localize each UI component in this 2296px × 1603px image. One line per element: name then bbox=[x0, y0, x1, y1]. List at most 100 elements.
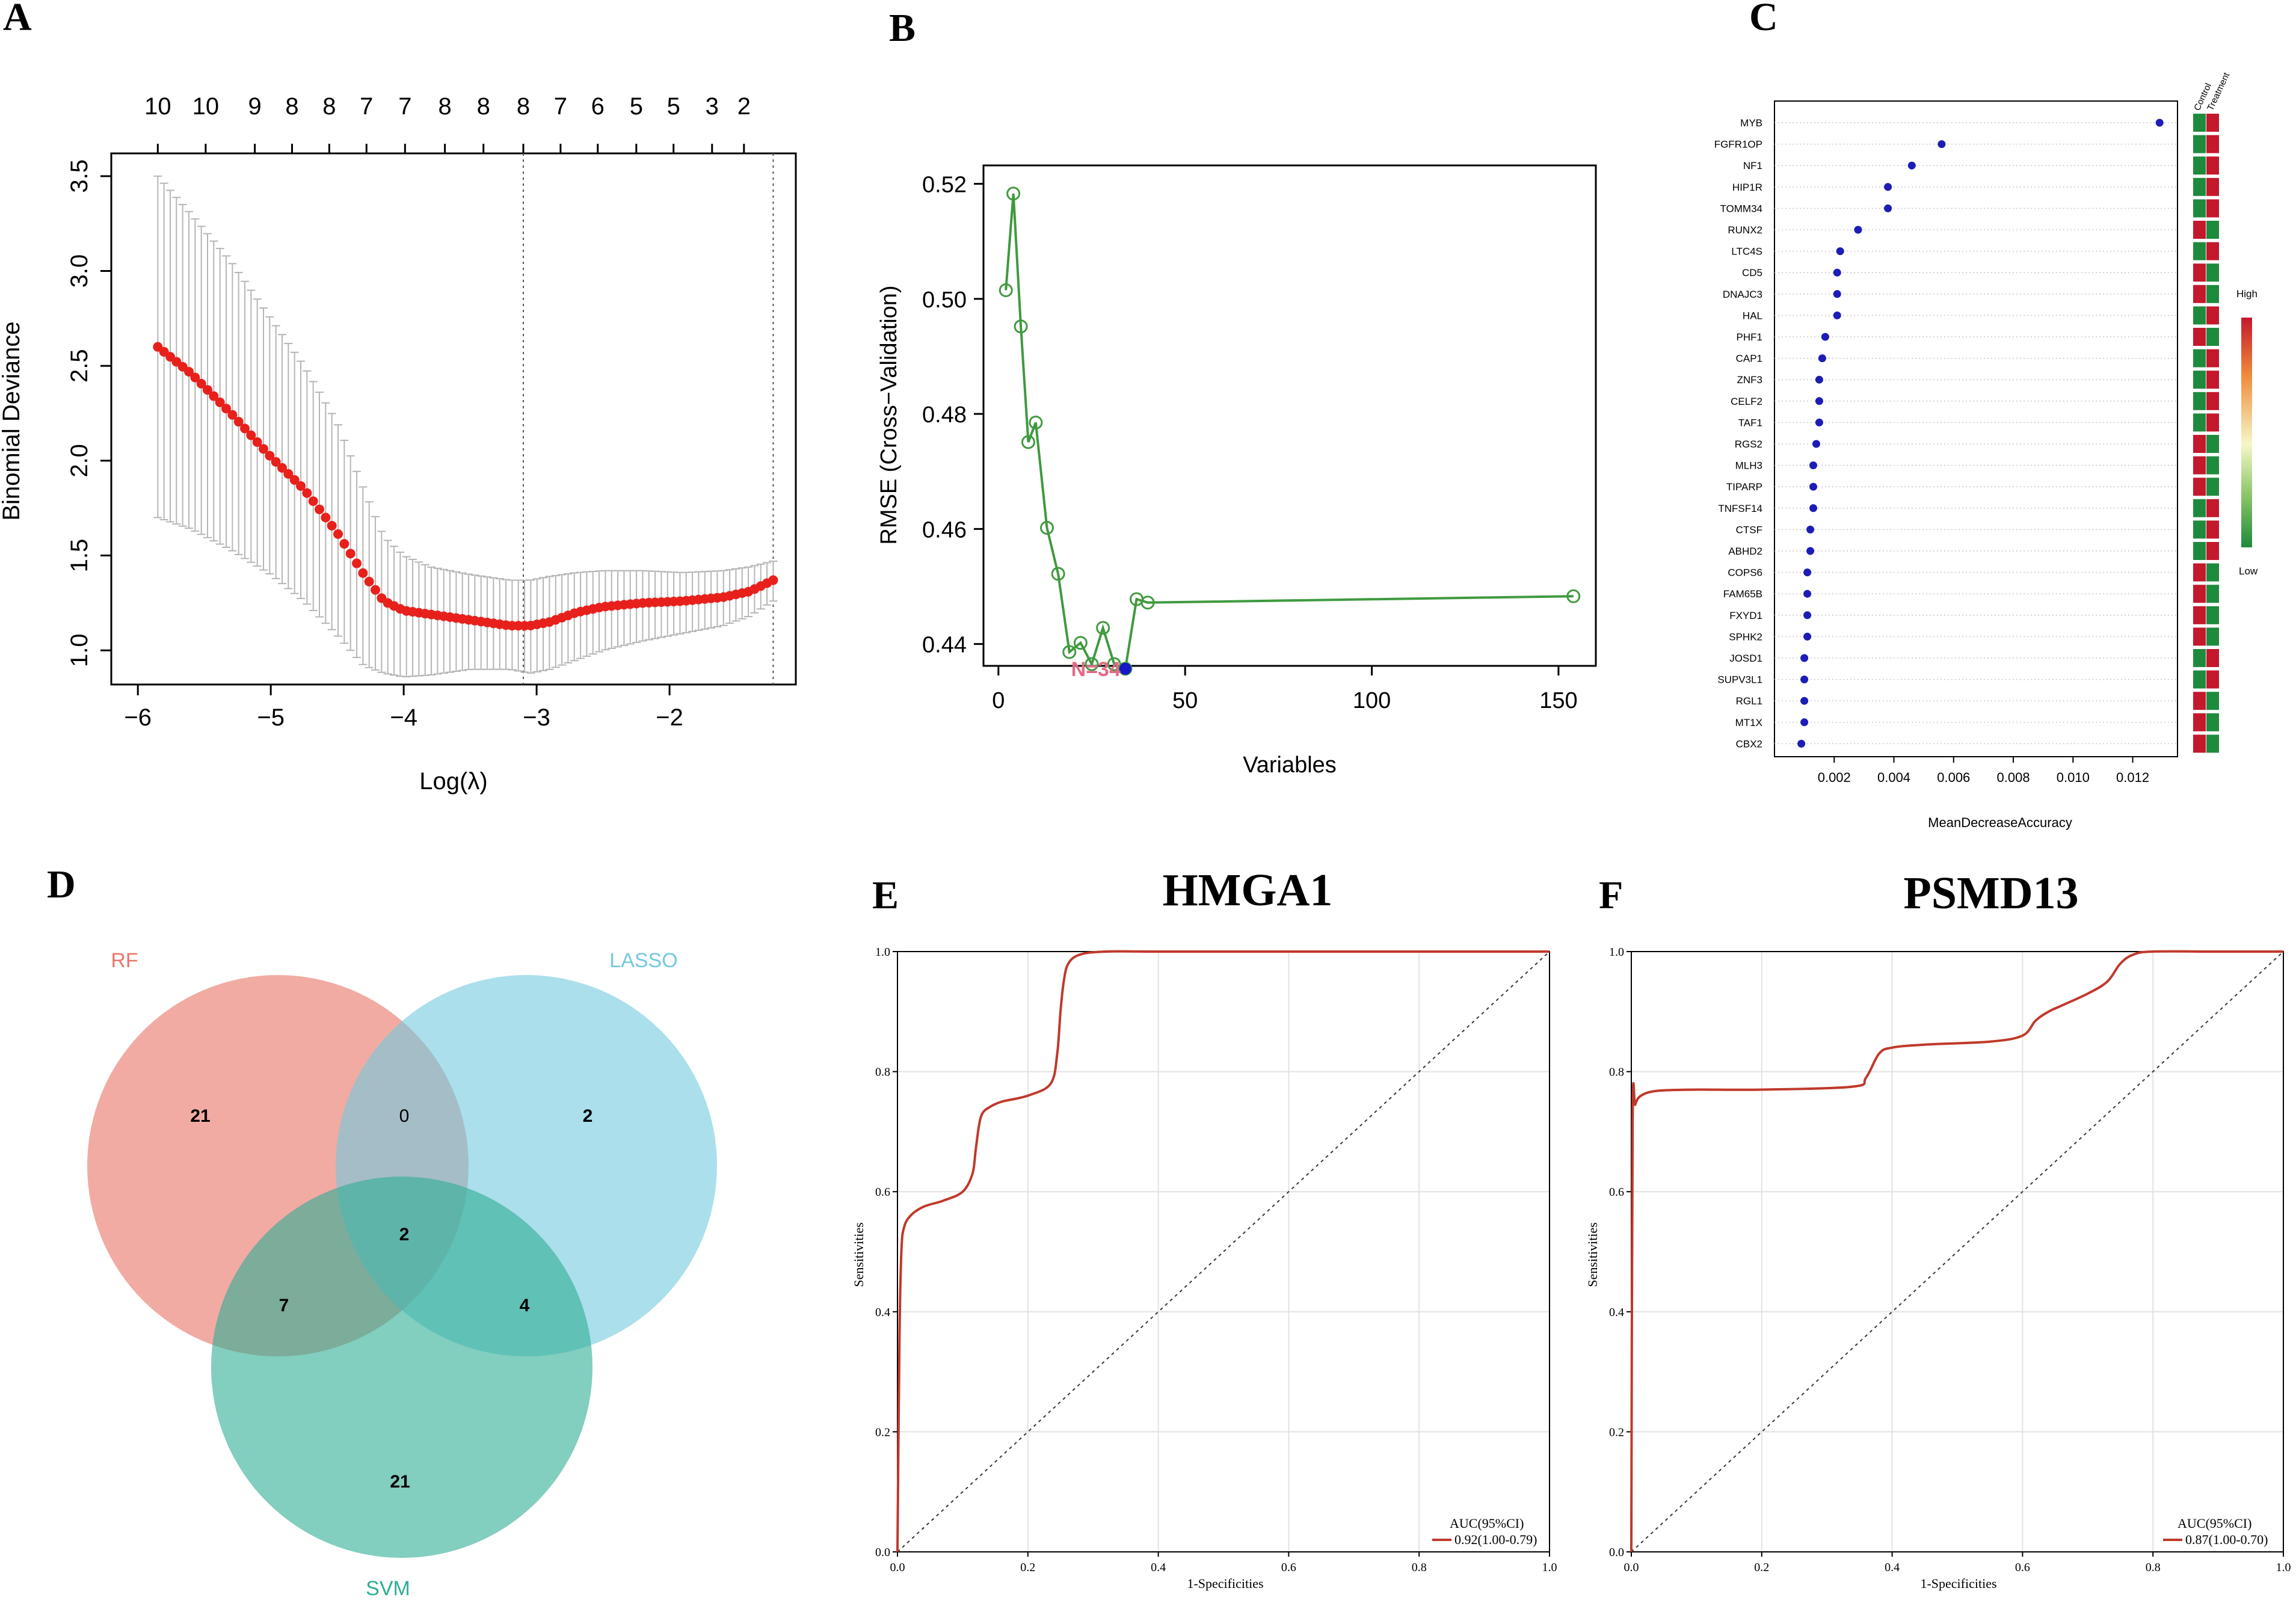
rf-heatmap-cell bbox=[2206, 392, 2219, 410]
rf-x-tick-label: 0.012 bbox=[2116, 770, 2149, 785]
lasso-y-label: Binomial Deviance bbox=[0, 321, 25, 520]
rf-gene-label: TIPARP bbox=[1726, 481, 1762, 493]
lasso-x-axis: −6 −5 −4 −3 −2 bbox=[124, 685, 683, 731]
roc-hmga1-diagonal bbox=[897, 951, 1550, 1552]
rf-gene-label: SPHK2 bbox=[1729, 631, 1762, 642]
rf-heatmap-cell bbox=[2206, 156, 2219, 175]
lasso-top-tick-label: 8 bbox=[477, 93, 490, 120]
roc-hmga1-legend-title: AUC(95%CI) bbox=[1450, 1516, 1524, 1531]
rfe-y-tick-label: 0.48 bbox=[922, 402, 967, 428]
roc-hmga1-curve bbox=[896, 950, 1550, 1552]
rf-heatmap-cell bbox=[2193, 520, 2206, 539]
lasso-top-tick-label: 7 bbox=[398, 93, 411, 120]
rf-importance-dot bbox=[1836, 247, 1844, 256]
rf-heatmap-cell bbox=[2206, 177, 2219, 196]
panel-label-c: C bbox=[1749, 0, 1778, 39]
lasso-point bbox=[289, 475, 300, 485]
roc-hmga1-axes: 0.0 0.2 0.4 0.6 0.8 1.0 0.0 0.2 0.4 0.6 0.8 1.0 bbox=[875, 946, 1557, 1574]
rfe-point bbox=[1140, 595, 1155, 610]
roc-hmga1-y-label: Sensitivities bbox=[851, 1222, 866, 1287]
lasso-point bbox=[203, 385, 213, 395]
rfe-point bbox=[1051, 567, 1065, 581]
rf-heatmap-cell bbox=[2206, 285, 2219, 303]
venn-label-lasso: LASSO bbox=[609, 949, 677, 972]
rf-gene-label: TOMM34 bbox=[1720, 203, 1762, 214]
rf-heatmap-cell bbox=[2206, 413, 2219, 432]
venn-count-rf-lasso: 0 bbox=[399, 1106, 410, 1126]
rf-importance-dot bbox=[1797, 739, 1806, 748]
rf-heatmap-cell bbox=[2193, 349, 2206, 368]
rfe-point bbox=[1014, 319, 1028, 334]
roc-psmd13-axes: 0.0 0.2 0.4 0.6 0.8 1.0 0.0 0.2 0.4 0.6 0.8 1.0 bbox=[1609, 946, 2291, 1574]
lasso-x-tick-label: −2 bbox=[656, 704, 683, 731]
venn-diagram: RF LASSO SVM 21 0 2 2 7 4 21 bbox=[87, 949, 717, 1600]
venn-count-svm-only: 21 bbox=[390, 1472, 410, 1492]
rf-heatmap-cell bbox=[2193, 435, 2206, 453]
rfe-point bbox=[1096, 621, 1110, 635]
lasso-error-bars bbox=[153, 175, 778, 678]
lasso-point bbox=[768, 575, 778, 585]
roc-hmga1-x-tick-label: 0.2 bbox=[1020, 1561, 1035, 1574]
rf-colorbar-high: High bbox=[2236, 288, 2258, 300]
lasso-point bbox=[209, 391, 219, 401]
lasso-point bbox=[246, 430, 256, 440]
rf-colorbar bbox=[2241, 318, 2252, 547]
lasso-top-tick-label: 10 bbox=[144, 93, 171, 120]
rf-heatmap-cell bbox=[2193, 371, 2206, 389]
lasso-point bbox=[215, 397, 225, 407]
roc-hmga1-legend-entry: 0.92(1.00-0.79) bbox=[1454, 1532, 1537, 1547]
rf-heatmap-cell bbox=[2206, 456, 2219, 475]
rf-heatmap-cell bbox=[2193, 114, 2206, 132]
rf-gene-label: CBX2 bbox=[1736, 738, 1762, 749]
rf-importance-dot bbox=[1803, 632, 1812, 641]
rf-heatmap-cell bbox=[2193, 585, 2206, 603]
rf-importance-dot bbox=[2155, 118, 2164, 127]
rf-heatmap-cell bbox=[2193, 542, 2206, 560]
lasso-top-tick-label: 8 bbox=[517, 93, 530, 120]
rf-heatmap-cell bbox=[2206, 499, 2219, 517]
rfe-point bbox=[1107, 657, 1121, 671]
rf-importance-dot bbox=[1833, 268, 1841, 277]
roc-psmd13-diagonal bbox=[1631, 951, 2284, 1552]
rf-heatmap-cell bbox=[2206, 692, 2219, 710]
lasso-top-axis: 10 10 9 8 8 7 7 8 8 8 7 6 5 5 3 2 bbox=[144, 93, 751, 153]
rf-importance-dot bbox=[1818, 354, 1826, 363]
rf-importance-dot bbox=[1803, 611, 1812, 620]
rfe-y-tick-label: 0.46 bbox=[922, 517, 967, 543]
lasso-point bbox=[358, 568, 368, 578]
rfe-best-point bbox=[1119, 662, 1131, 675]
rfe-y-axis: 0.44 0.46 0.48 0.50 0.52 bbox=[922, 173, 983, 658]
roc-psmd13-y-tick-label: 0.0 bbox=[1609, 1546, 1624, 1559]
rf-importance-dot bbox=[1809, 482, 1818, 491]
rf-heatmap-cell bbox=[2193, 135, 2206, 153]
rf-x-label: MeanDecreaseAccuracy bbox=[1928, 815, 2072, 830]
rf-gene-label: PHF1 bbox=[1737, 331, 1762, 343]
lasso-point bbox=[277, 463, 288, 473]
rf-plot-frame bbox=[1774, 100, 2178, 757]
rf-heatmap-cell bbox=[2193, 606, 2206, 624]
lasso-top-tick-label: 2 bbox=[737, 93, 751, 120]
lasso-top-tick-label: 7 bbox=[554, 93, 567, 120]
lasso-point bbox=[227, 410, 238, 420]
venn-label-svm: SVM bbox=[366, 1577, 410, 1600]
lasso-point bbox=[371, 585, 381, 595]
rf-heatmap-cell bbox=[2206, 349, 2219, 368]
roc-hmga1-x-tick-label: 1.0 bbox=[1542, 1561, 1557, 1574]
lasso-point bbox=[327, 520, 337, 531]
rfe-x-tick-label: 100 bbox=[1353, 688, 1391, 713]
lasso-top-tick-label: 10 bbox=[192, 93, 220, 120]
rf-importance-dot bbox=[1907, 161, 1916, 170]
roc-hmga1-y-tick-label: 1.0 bbox=[875, 946, 890, 959]
rf-heatmap-cell bbox=[2193, 713, 2206, 731]
rf-importance-dot bbox=[1854, 226, 1862, 234]
panel-label-b: B bbox=[889, 6, 916, 50]
lasso-top-tick-label: 3 bbox=[706, 93, 719, 120]
rfe-x-tick-label: 50 bbox=[1172, 688, 1198, 713]
rf-importance-dot bbox=[1803, 568, 1812, 577]
roc-hmga1-y-tick-label: 0.6 bbox=[875, 1186, 890, 1199]
rf-heatmap-cell bbox=[2206, 649, 2219, 667]
roc-psmd13-y-tick-label: 0.4 bbox=[1609, 1306, 1624, 1319]
lasso-x-tick-label: −6 bbox=[124, 704, 152, 731]
lasso-top-tick-label: 7 bbox=[360, 93, 373, 120]
lasso-y-tick-label: 3.5 bbox=[66, 159, 93, 193]
